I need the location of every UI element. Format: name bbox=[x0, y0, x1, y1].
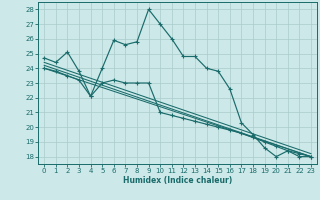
X-axis label: Humidex (Indice chaleur): Humidex (Indice chaleur) bbox=[123, 176, 232, 185]
